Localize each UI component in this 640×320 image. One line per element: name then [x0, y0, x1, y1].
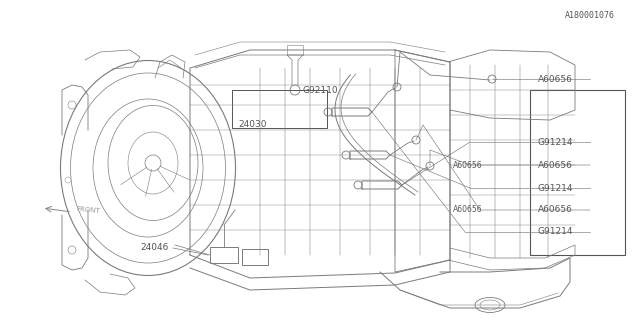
Circle shape: [68, 246, 76, 254]
Text: 24030: 24030: [238, 119, 266, 129]
Bar: [530, 90, 625, 255]
Circle shape: [68, 101, 76, 109]
Text: G91214: G91214: [538, 228, 573, 236]
Circle shape: [488, 75, 496, 83]
Text: FRONT: FRONT: [76, 206, 100, 214]
Circle shape: [290, 85, 300, 95]
Circle shape: [393, 83, 401, 91]
Circle shape: [354, 181, 362, 189]
Circle shape: [145, 155, 161, 171]
Circle shape: [342, 151, 350, 159]
Text: G91214: G91214: [538, 183, 573, 193]
Circle shape: [65, 177, 71, 183]
Bar: [232, 90, 327, 128]
Text: A60656: A60656: [538, 205, 573, 214]
Text: 24046: 24046: [140, 244, 168, 252]
Circle shape: [426, 162, 434, 170]
Circle shape: [324, 108, 332, 116]
Text: A60656: A60656: [538, 75, 573, 84]
Text: A60656: A60656: [453, 161, 483, 170]
Text: G92110: G92110: [302, 85, 338, 94]
Circle shape: [412, 136, 420, 144]
Text: G91214: G91214: [538, 138, 573, 147]
Text: A180001076: A180001076: [565, 11, 615, 20]
Text: A60656: A60656: [538, 161, 573, 170]
Text: A60656: A60656: [453, 205, 483, 214]
